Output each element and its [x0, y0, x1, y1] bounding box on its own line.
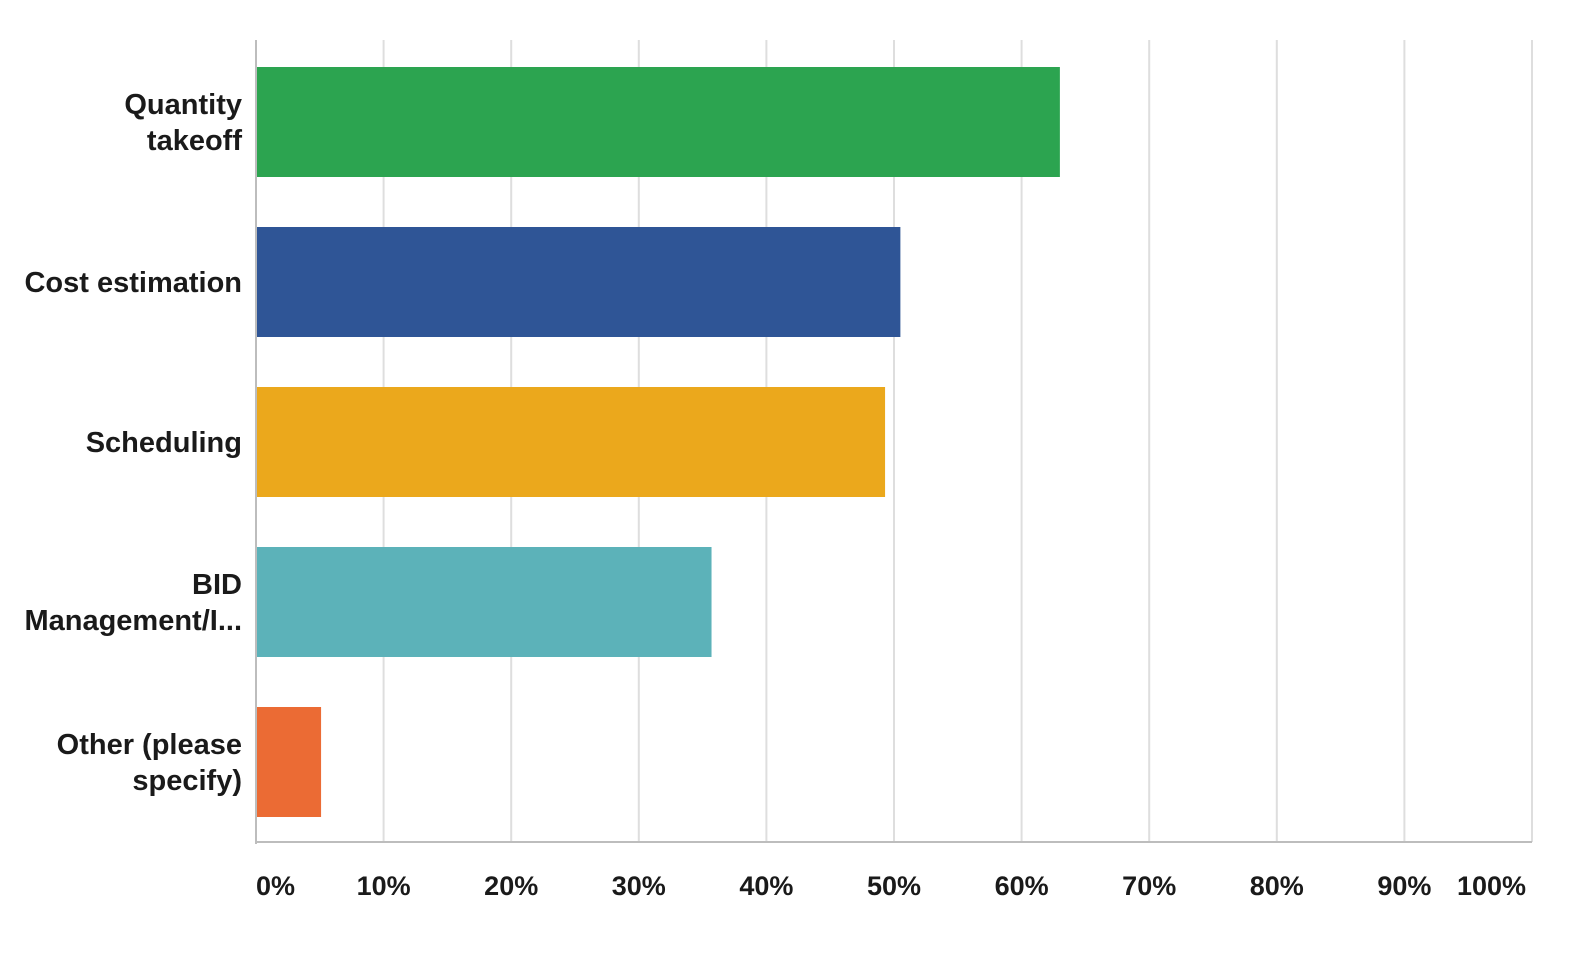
x-tick-label: 100%: [1457, 871, 1526, 901]
x-tick-label: 0%: [256, 871, 295, 901]
bar: [256, 387, 886, 497]
bar: [256, 227, 901, 337]
x-tick-label: 80%: [1250, 871, 1304, 901]
category-label: Scheduling: [86, 427, 242, 459]
x-tick-label: 30%: [612, 871, 666, 901]
x-tick-label: 90%: [1377, 871, 1431, 901]
x-tick-label: 70%: [1122, 871, 1176, 901]
bar: [256, 707, 322, 817]
category-label: Cost estimation: [24, 267, 242, 299]
category-label: Other (please specify): [57, 729, 242, 797]
bars: [256, 67, 1060, 817]
category-labels: Quantity takeoff Cost estimation Scheduling…: [24, 89, 242, 797]
x-tick-label: 10%: [357, 871, 411, 901]
bar: [256, 547, 712, 657]
x-tick-label: 50%: [867, 871, 921, 901]
x-tick-label: 40%: [739, 871, 793, 901]
x-tick-label: 20%: [484, 871, 538, 901]
category-label: Quantity takeoff: [124, 89, 242, 157]
axes: [255, 40, 1532, 844]
bar: [256, 67, 1060, 177]
x-tick-label: 60%: [995, 871, 1049, 901]
x-tick-labels: 0% 10% 20% 30% 40% 50% 60% 70% 80% 90% 100%: [256, 871, 1526, 901]
category-label: BID Management/I...: [24, 569, 242, 637]
